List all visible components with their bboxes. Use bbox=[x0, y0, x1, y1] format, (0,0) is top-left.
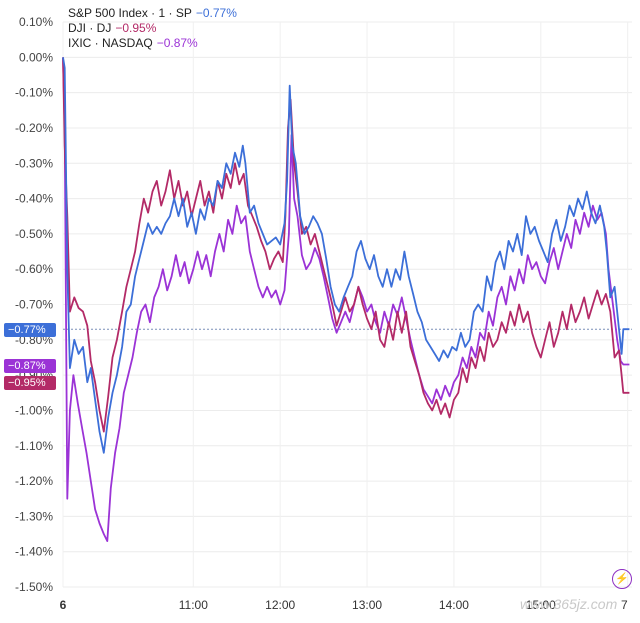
legend-change-ixic: −0.87% bbox=[156, 36, 198, 50]
x-tick-label: 6 bbox=[60, 598, 67, 612]
series-line-dji bbox=[62, 57, 630, 433]
legend: S&P 500 Index · 1 · SP −0.77% DJI · DJ −0.… bbox=[68, 6, 237, 51]
x-tick-label: 15:00 bbox=[526, 598, 556, 612]
y-tick-label: -1.20% bbox=[15, 474, 53, 488]
y-tick-label: -1.10% bbox=[15, 439, 53, 453]
y-tick-label: -1.30% bbox=[15, 509, 53, 523]
y-tick-label: 0.00% bbox=[19, 50, 53, 64]
legend-item-sp[interactable]: S&P 500 Index · 1 · SP −0.77% bbox=[68, 6, 237, 21]
series-line-ixic bbox=[62, 57, 630, 542]
watermark: www.365jz.com bbox=[520, 596, 618, 612]
legend-name-ixic: IXIC · NASDAQ bbox=[68, 36, 153, 50]
x-tick-label: 7 bbox=[621, 598, 628, 612]
legend-change-dji: −0.95% bbox=[115, 21, 157, 35]
gridlines bbox=[62, 21, 632, 588]
legend-name-sp: S&P 500 Index · 1 · SP bbox=[68, 6, 192, 20]
y-tick-label: -0.10% bbox=[15, 86, 53, 100]
series-lines bbox=[62, 57, 630, 542]
series-line-sp bbox=[62, 57, 630, 454]
legend-change-sp: −0.77% bbox=[195, 6, 237, 20]
price-badge-ixic: −0.87% bbox=[4, 359, 56, 373]
x-tick-label: 11:00 bbox=[179, 598, 208, 612]
price-badge-sp: −0.77% bbox=[4, 323, 56, 337]
y-tick-label: -0.70% bbox=[15, 298, 53, 312]
y-tick-label: 0.10% bbox=[19, 15, 53, 29]
y-tick-label: -0.20% bbox=[15, 121, 53, 135]
y-tick-label: -0.40% bbox=[15, 192, 53, 206]
legend-item-ixic[interactable]: IXIC · NASDAQ −0.87% bbox=[68, 36, 237, 51]
y-tick-label: -0.50% bbox=[15, 227, 53, 241]
legend-item-dji[interactable]: DJI · DJ −0.95% bbox=[68, 21, 237, 36]
x-tick-label: 14:00 bbox=[439, 598, 469, 612]
lightning-icon[interactable]: ⚡ bbox=[612, 569, 632, 589]
y-axis-ticks: 0.10% 0.00% -0.10% -0.20% -0.30% -0.40% -0.50%… bbox=[15, 15, 53, 594]
x-tick-label: 12:00 bbox=[265, 598, 295, 612]
x-tick-label: 13:00 bbox=[352, 598, 382, 612]
x-axis-ticks: 6 11:00 12:00 13:00 14:00 15:00 7 bbox=[60, 598, 628, 612]
y-tick-label: -1.40% bbox=[15, 545, 53, 559]
y-tick-label: -1.50% bbox=[15, 580, 53, 594]
legend-name-dji: DJI · DJ bbox=[68, 21, 112, 35]
y-tick-label: -0.60% bbox=[15, 262, 53, 276]
y-tick-label: -0.30% bbox=[15, 156, 53, 170]
y-tick-label: -1.00% bbox=[15, 403, 53, 417]
price-badge-dji: −0.95% bbox=[4, 376, 56, 390]
